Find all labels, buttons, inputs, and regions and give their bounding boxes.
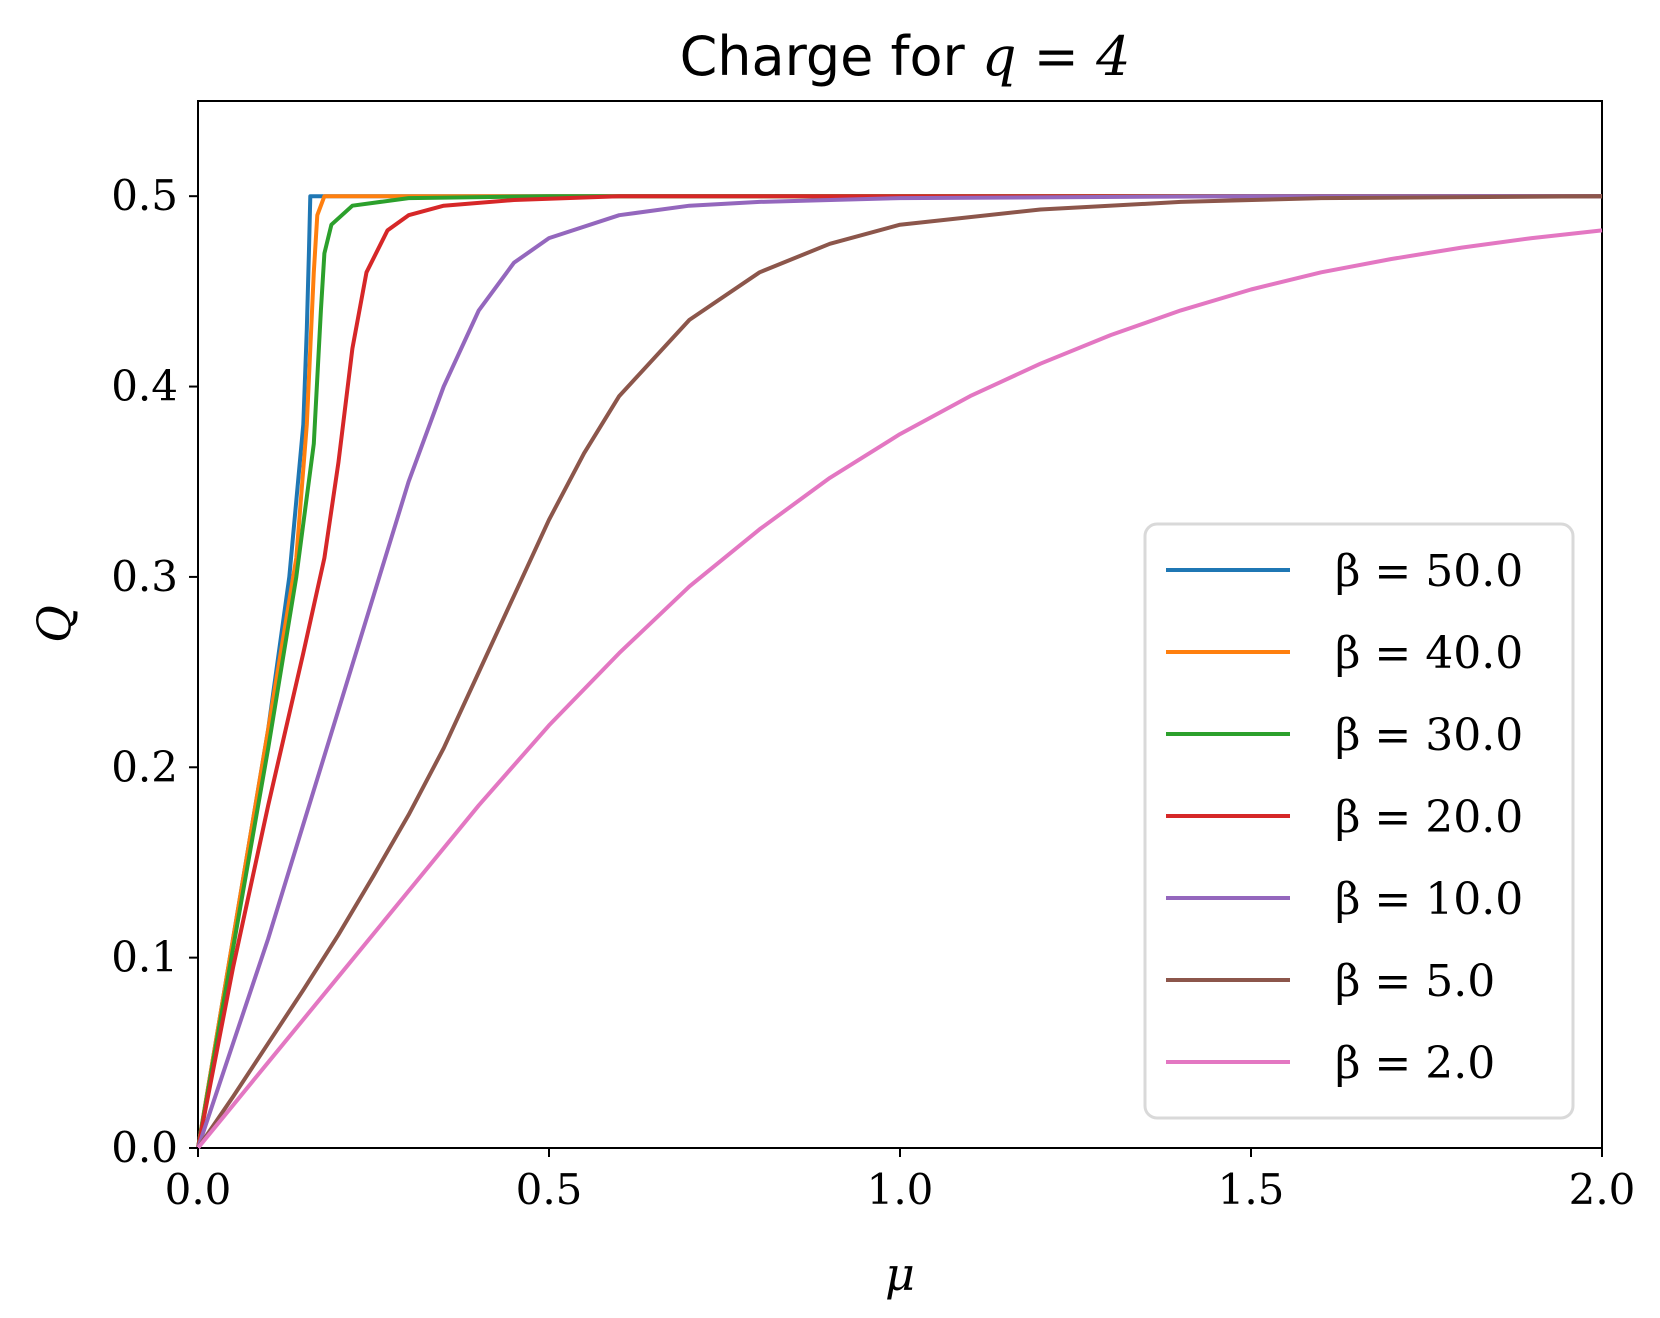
y-tick-label: 0.1: [111, 933, 178, 982]
x-tick-label: 0.0: [165, 1165, 232, 1214]
legend: β = 50.0 β = 40.0 β = 30.0 β = 20.0 β = 10.0…: [1143, 522, 1575, 1120]
x-tick-label: 2.0: [1569, 1165, 1636, 1214]
x-axis-label: μ: [885, 1247, 915, 1301]
x-tick-label: 1.0: [867, 1165, 934, 1214]
y-tick-label: 0.3: [111, 552, 178, 601]
y-axis-label: Q: [27, 605, 81, 643]
x-tick-label: 1.5: [1218, 1165, 1285, 1214]
legend-label-0: β = 50.0: [1335, 546, 1523, 597]
legend-items: β = 50.0 β = 40.0 β = 30.0 β = 20.0 β = 10.0…: [1166, 546, 1523, 1089]
y-tick-label: 0.0: [111, 1123, 178, 1172]
legend-label-4: β = 10.0: [1335, 874, 1523, 925]
chart-title-text: Charge for: [680, 25, 982, 88]
legend-box: [1143, 522, 1575, 1120]
x-axis-ticks: 0.0 0.5 1.0 1.5 2.0: [165, 1148, 1636, 1214]
series-line-4: [196, 194, 1602, 1149]
legend-label-2: β = 30.0: [1335, 710, 1523, 761]
series-lines: [196, 194, 1603, 1150]
y-tick-label: 0.4: [111, 362, 178, 411]
legend-label-3: β = 20.0: [1335, 792, 1523, 843]
series-line-3: [196, 194, 1602, 1149]
y-tick-label: 0.2: [111, 742, 178, 791]
y-axis-ticks: 0.0 0.1 0.2 0.3 0.4 0.5: [111, 171, 198, 1172]
chart-title: Charge for q = 4: [680, 25, 1131, 88]
x-tick-label: 0.5: [516, 1165, 583, 1214]
series-line-6: [196, 228, 1603, 1150]
legend-label-5: β = 5.0: [1335, 956, 1495, 1007]
y-tick-label: 0.5: [111, 171, 178, 220]
chart-title-math: q = 4: [982, 25, 1131, 88]
series-line-5: [196, 194, 1603, 1150]
legend-label-6: β = 2.0: [1335, 1038, 1495, 1089]
legend-label-1: β = 40.0: [1335, 628, 1523, 679]
